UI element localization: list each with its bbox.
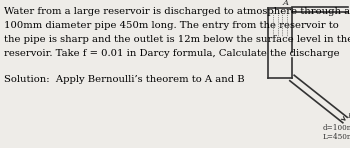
- Text: Water from a large reservoir is discharged to atmosphere through a: Water from a large reservoir is discharg…: [4, 7, 350, 16]
- Text: 100mm diameter pipe 450m long. The entry from the reservoir to: 100mm diameter pipe 450m long. The entry…: [4, 21, 339, 30]
- Text: B: B: [347, 112, 350, 120]
- Text: d=100mm: d=100mm: [323, 124, 350, 132]
- Text: reservoir. Take f = 0.01 in Darcy formula, Calculate the discharge: reservoir. Take f = 0.01 in Darcy formul…: [4, 49, 340, 58]
- Text: the pipe is sharp and the outlet is 12m below the surface level in the: the pipe is sharp and the outlet is 12m …: [4, 35, 350, 44]
- Text: L=450m: L=450m: [323, 133, 350, 141]
- Text: A: A: [283, 0, 289, 7]
- Text: Solution:  Apply Bernoulli’s theorem to A and B: Solution: Apply Bernoulli’s theorem to A…: [4, 75, 245, 84]
